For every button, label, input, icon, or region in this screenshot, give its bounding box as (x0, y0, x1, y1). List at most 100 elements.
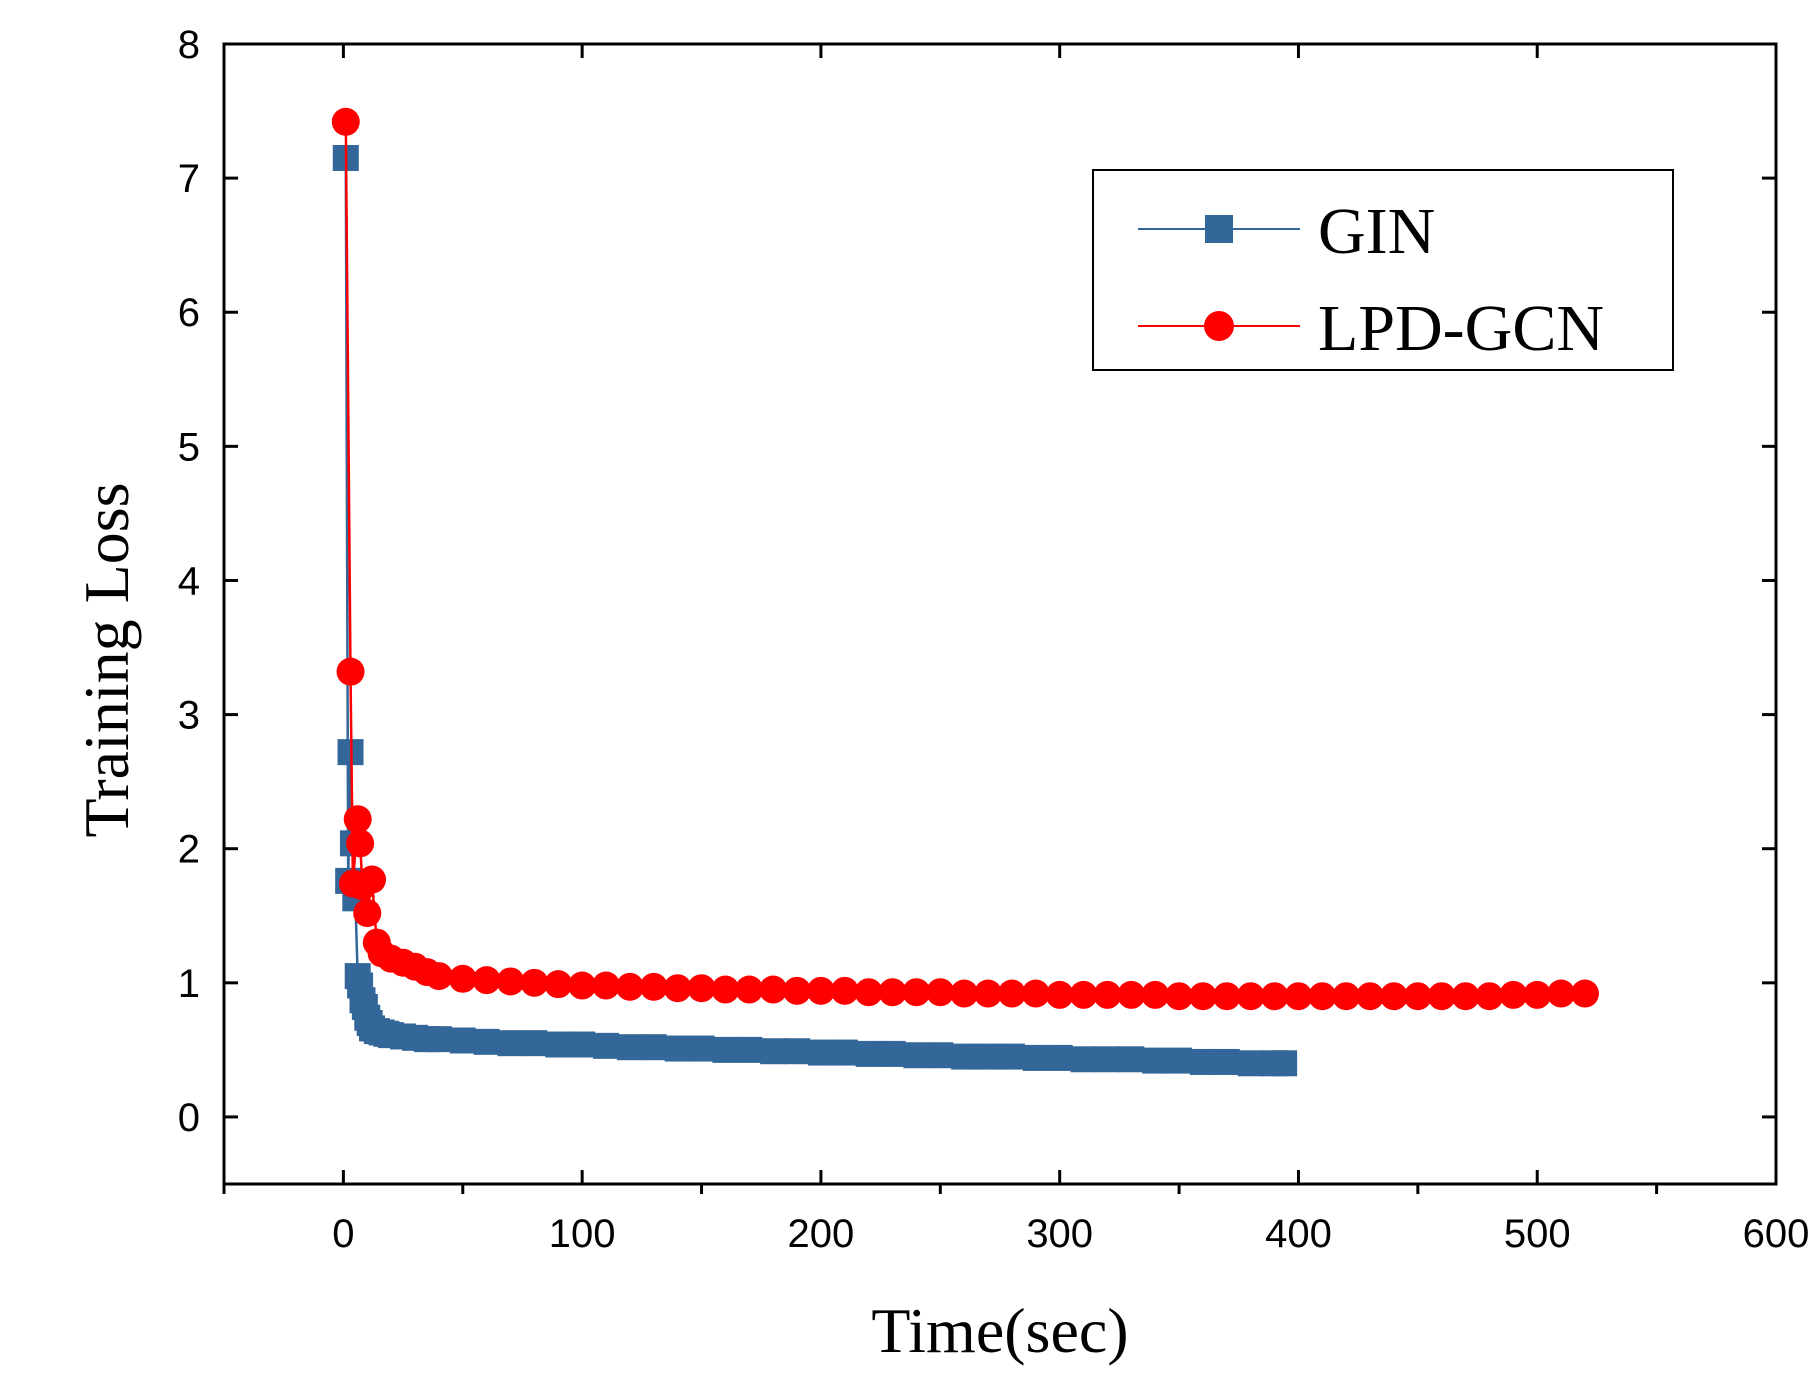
data-point-lpd-gcn (1165, 982, 1194, 1011)
y-tick-label: 3 (178, 694, 200, 738)
x-tick-label: 100 (549, 1212, 616, 1256)
data-point-gin (855, 1040, 882, 1067)
data-point-lpd-gcn (639, 972, 668, 1001)
x-tick-label: 500 (1504, 1212, 1571, 1256)
data-point-gin (497, 1030, 524, 1057)
data-point-lpd-gcn (830, 976, 859, 1005)
data-point-gin (473, 1028, 500, 1055)
data-point-gin (425, 1026, 452, 1053)
data-point-gin (1237, 1050, 1264, 1077)
data-point-lpd-gcn (806, 976, 835, 1005)
x-tick-label: 400 (1265, 1212, 1332, 1256)
data-point-gin (1022, 1044, 1049, 1071)
data-point-lpd-gcn (735, 975, 764, 1004)
data-point-gin (688, 1035, 715, 1062)
data-point-lpd-gcn (424, 962, 453, 991)
x-tick-label: 0 (332, 1212, 354, 1256)
data-point-lpd-gcn (974, 979, 1003, 1008)
data-point-gin (1118, 1046, 1145, 1073)
y-tick-label: 8 (178, 23, 200, 67)
series-layer (331, 107, 1599, 1077)
data-point-lpd-gcn (346, 829, 375, 858)
data-point-lpd-gcn (1117, 980, 1146, 1009)
x-tick-label: 600 (1743, 1212, 1810, 1256)
data-point-lpd-gcn (1284, 982, 1313, 1011)
data-point-lpd-gcn (1403, 982, 1432, 1011)
data-point-gin (1271, 1050, 1298, 1077)
data-point-gin (1189, 1048, 1216, 1075)
data-point-lpd-gcn (783, 976, 812, 1005)
data-point-lpd-gcn (1308, 982, 1337, 1011)
data-point-gin (616, 1034, 643, 1061)
data-point-gin (784, 1038, 811, 1065)
data-point-lpd-gcn (472, 966, 501, 995)
legend-label-lpd-gcn: LPD-GCN (1318, 292, 1604, 365)
data-point-gin (593, 1032, 620, 1059)
data-point-lpd-gcn (759, 975, 788, 1004)
data-point-lpd-gcn (902, 978, 931, 1007)
data-point-lpd-gcn (615, 972, 644, 1001)
data-point-gin (927, 1042, 954, 1069)
data-point-lpd-gcn (544, 970, 573, 999)
data-point-gin (831, 1039, 858, 1066)
data-point-lpd-gcn (353, 899, 382, 928)
data-point-gin (1046, 1044, 1073, 1071)
data-point-lpd-gcn (358, 865, 387, 894)
data-point-lpd-gcn (1451, 982, 1480, 1011)
data-point-gin (1142, 1047, 1169, 1074)
data-point-gin (712, 1036, 739, 1063)
data-point-lpd-gcn (997, 979, 1026, 1008)
data-point-gin (903, 1042, 930, 1069)
data-point-gin (640, 1034, 667, 1061)
data-point-lpd-gcn (1021, 979, 1050, 1008)
data-point-lpd-gcn (1212, 982, 1241, 1011)
data-point-lpd-gcn (1260, 982, 1289, 1011)
data-point-lpd-gcn (687, 974, 716, 1003)
series-gin (332, 145, 1298, 1077)
legend-marker-lpd-gcn (1204, 311, 1234, 341)
data-point-lpd-gcn (1069, 980, 1098, 1009)
data-point-lpd-gcn (343, 805, 372, 834)
data-point-lpd-gcn (520, 968, 549, 997)
data-point-gin (545, 1031, 572, 1058)
data-point-gin (951, 1043, 978, 1070)
data-point-gin (807, 1039, 834, 1066)
data-point-gin (449, 1027, 476, 1054)
data-point-lpd-gcn (1379, 982, 1408, 1011)
data-point-gin (521, 1030, 548, 1057)
y-tick-label: 2 (178, 828, 200, 872)
data-point-lpd-gcn (1141, 980, 1170, 1009)
data-point-gin (1094, 1046, 1121, 1073)
y-tick-label: 4 (178, 559, 200, 603)
data-point-lpd-gcn (854, 978, 883, 1007)
x-tick-label: 300 (1026, 1212, 1093, 1256)
data-point-lpd-gcn (1188, 982, 1217, 1011)
data-point-lpd-gcn (1523, 980, 1552, 1009)
data-point-lpd-gcn (1093, 980, 1122, 1009)
data-point-lpd-gcn (1045, 980, 1074, 1009)
data-point-lpd-gcn (331, 107, 360, 136)
data-point-lpd-gcn (1236, 982, 1265, 1011)
data-point-gin (569, 1031, 596, 1058)
x-axis-title: Time(sec) (871, 1295, 1128, 1366)
data-point-gin (975, 1043, 1002, 1070)
data-point-gin (1166, 1047, 1193, 1074)
legend-box (1092, 169, 1674, 371)
y-tick-label: 6 (178, 291, 200, 335)
data-point-lpd-gcn (663, 974, 692, 1003)
data-point-lpd-gcn (950, 979, 979, 1008)
y-tick-label: 0 (178, 1096, 200, 1140)
plot-frame (222, 42, 1778, 1186)
data-point-lpd-gcn (1499, 980, 1528, 1009)
data-point-lpd-gcn (1427, 982, 1456, 1011)
data-point-lpd-gcn (878, 978, 907, 1007)
series-lpd-gcn (331, 107, 1599, 1011)
legend-marker-gin (1205, 215, 1233, 243)
y-tick-label: 5 (178, 425, 200, 469)
ticks-layer: 0 100 200 300 400 500 600 0 1 2 3 4 5 6 7 8 (178, 23, 1810, 1256)
data-point-gin (1070, 1046, 1097, 1073)
x-tick-label: 200 (788, 1212, 855, 1256)
data-point-gin (879, 1040, 906, 1067)
y-axis-title: Training Loss (71, 482, 142, 837)
